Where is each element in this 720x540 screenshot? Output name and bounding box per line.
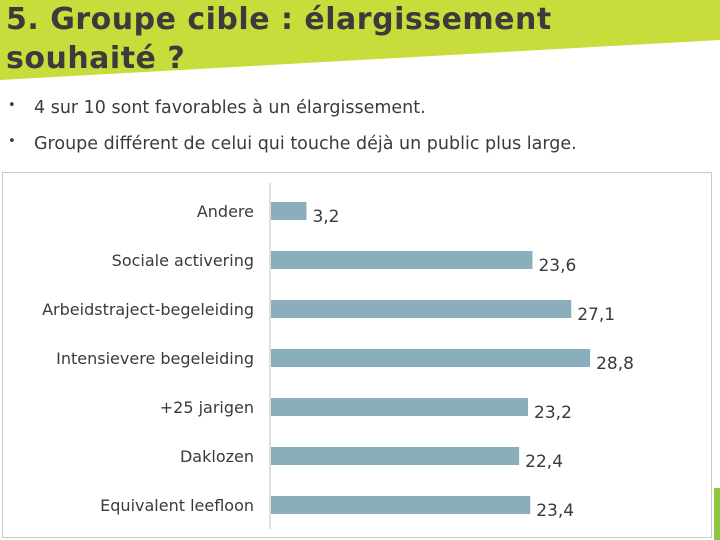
value-label-5: 22,4 — [525, 452, 563, 472]
bar-3 — [271, 349, 591, 367]
slide-title: 5. Groupe cible : élargissement souhaité… — [6, 0, 552, 78]
value-label-6: 23,4 — [536, 501, 574, 521]
value-label-4: 23,2 — [534, 403, 572, 423]
bullet-list: 4 sur 10 sont favorables à un élargissem… — [8, 98, 577, 170]
category-label-1: Sociale activering — [112, 251, 254, 270]
category-label-6: Equivalent leefloon — [100, 496, 254, 515]
bar-4 — [271, 398, 529, 416]
slide-title-line-2: souhaité ? — [6, 41, 186, 76]
bullet-item: 4 sur 10 sont favorables à un élargissem… — [8, 98, 577, 134]
title-banner — [0, 0, 720, 80]
value-label-3: 28,8 — [596, 354, 634, 374]
category-label-0: Andere — [197, 202, 254, 221]
value-label-1: 23,6 — [538, 256, 576, 276]
category-label-3: Intensievere begeleiding — [56, 349, 254, 368]
banner-shape — [0, 0, 720, 80]
bar-5 — [271, 447, 520, 465]
bar-2 — [271, 300, 572, 318]
chart-panel: Andere 3,2 Sociale activering 23,6 Arbeidstr… — [2, 172, 712, 538]
bar-0 — [271, 202, 307, 220]
value-label-0: 3,2 — [312, 207, 339, 227]
category-label-2: Arbeidstraject-begeleiding — [42, 300, 254, 319]
slide-title-line-1: 5. Groupe cible : élargissement — [6, 2, 552, 37]
category-label-5: Daklozen — [180, 447, 254, 466]
category-label-4: +25 jarigen — [160, 398, 254, 417]
bar-chart: Andere 3,2 Sociale activering 23,6 Arbeidstr… — [42, 183, 634, 529]
bar-6 — [271, 496, 531, 514]
bullet-item: Groupe différent de celui qui touche déj… — [8, 134, 577, 170]
bar-1 — [271, 251, 533, 269]
corner-accent — [714, 488, 720, 540]
value-label-2: 27,1 — [577, 305, 615, 325]
